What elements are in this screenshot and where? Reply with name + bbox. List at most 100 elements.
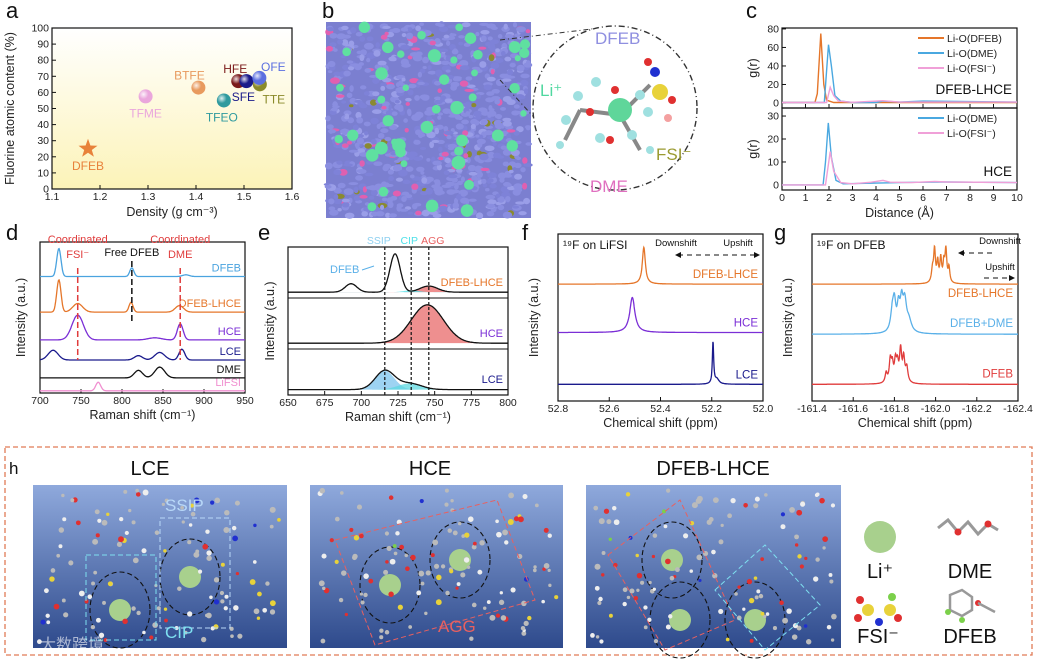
atom	[103, 638, 108, 642]
x-tick-label: 1	[803, 192, 809, 204]
atom	[349, 527, 354, 532]
molecule-atom	[497, 204, 505, 211]
atom	[256, 616, 261, 620]
atom	[334, 516, 340, 522]
molecule-atom	[480, 167, 490, 172]
atom	[477, 569, 483, 575]
molecule-atom	[352, 124, 359, 131]
molecule-atom	[366, 36, 374, 42]
label-ssip: SSIP	[165, 496, 204, 515]
x-tick-label: 2	[826, 192, 832, 204]
atom	[797, 554, 802, 559]
legend-label: Li-O(DME)	[947, 113, 997, 125]
atom	[520, 625, 526, 631]
molecule-atom	[505, 75, 516, 79]
molecule-atom	[481, 178, 487, 184]
molecule-atom	[514, 33, 520, 38]
atom	[449, 569, 454, 574]
atom	[338, 597, 344, 603]
molecule-atom	[446, 189, 456, 195]
molecule-atom	[353, 195, 361, 201]
molecule-atom	[486, 76, 496, 82]
solvation-cluster	[556, 58, 676, 154]
label-dme: DME	[590, 177, 628, 196]
atom	[58, 544, 63, 549]
molecule-atom	[460, 197, 469, 204]
legend-dme: DME	[948, 561, 992, 583]
atom	[756, 589, 761, 594]
atom	[754, 496, 760, 502]
molecule-atom	[357, 102, 365, 106]
atom	[815, 557, 820, 562]
zoom-line	[499, 27, 601, 41]
atom	[663, 524, 668, 529]
atom	[513, 516, 519, 522]
panel-h-border	[4, 446, 1033, 656]
molecule-atom	[421, 177, 428, 184]
atom	[233, 605, 239, 611]
atom	[220, 562, 225, 567]
molecule-atom	[411, 203, 418, 210]
molecule-atom	[458, 35, 465, 39]
molecule-atom	[333, 169, 342, 176]
atom	[489, 614, 496, 621]
atom	[177, 586, 182, 591]
molecule-atom	[522, 157, 528, 165]
atom	[123, 489, 128, 494]
atom	[601, 573, 605, 577]
molecule-atom	[487, 178, 494, 183]
legend-dfeb: DFEB	[943, 626, 996, 648]
atom	[730, 497, 736, 504]
atom	[796, 509, 803, 516]
atom	[214, 497, 221, 504]
atom	[181, 520, 185, 524]
x-tick-label: 52.4	[650, 403, 671, 415]
atom	[444, 488, 449, 493]
molecule-atom	[339, 128, 350, 134]
molecule-atom	[391, 111, 398, 116]
simulation-molecules	[323, 21, 533, 220]
atom	[471, 544, 477, 550]
atom	[742, 607, 746, 611]
x-tick-label: 52.0	[753, 403, 774, 415]
molecule-atom	[328, 206, 336, 211]
atom	[50, 568, 56, 573]
li-ion	[402, 84, 409, 92]
atom	[356, 504, 363, 510]
atom	[95, 533, 100, 538]
legend-label: Li-O(DFEB)	[947, 33, 1002, 45]
molecule-atom	[452, 202, 460, 209]
li-ion	[397, 50, 405, 58]
atom	[665, 558, 671, 565]
panel-letter-c: c	[746, 0, 757, 23]
li-ion	[456, 134, 468, 147]
molecule-atom	[441, 151, 449, 157]
atom	[379, 635, 384, 640]
molecule-atom	[372, 91, 380, 97]
atom	[534, 503, 539, 508]
atom	[141, 548, 147, 554]
molecule-atom	[387, 169, 394, 175]
molecule-atom	[420, 133, 426, 137]
panel-letter-h: h	[9, 459, 18, 478]
molecule-atom	[343, 188, 354, 196]
molecule-atom	[417, 81, 425, 86]
nmr-title: ¹⁹F on DFEB	[817, 238, 885, 252]
atom	[180, 505, 184, 510]
li-ion	[520, 39, 530, 50]
molecule-atom	[349, 97, 357, 104]
li-ion	[454, 146, 464, 156]
atom	[234, 500, 240, 506]
legend-label: Li-O(FSI⁻)	[947, 128, 996, 140]
molecule-atom	[500, 51, 506, 56]
molecule-atom	[327, 129, 336, 134]
molecule-atom	[384, 31, 389, 36]
atom	[419, 498, 424, 504]
x-axis-label: Distance (Å)	[865, 205, 934, 220]
molecule-atom	[479, 61, 487, 68]
molecule-atom	[506, 129, 516, 133]
molecule-atom	[407, 211, 414, 215]
molecule-atom	[415, 210, 422, 216]
atom	[187, 540, 192, 545]
atom	[648, 580, 652, 585]
